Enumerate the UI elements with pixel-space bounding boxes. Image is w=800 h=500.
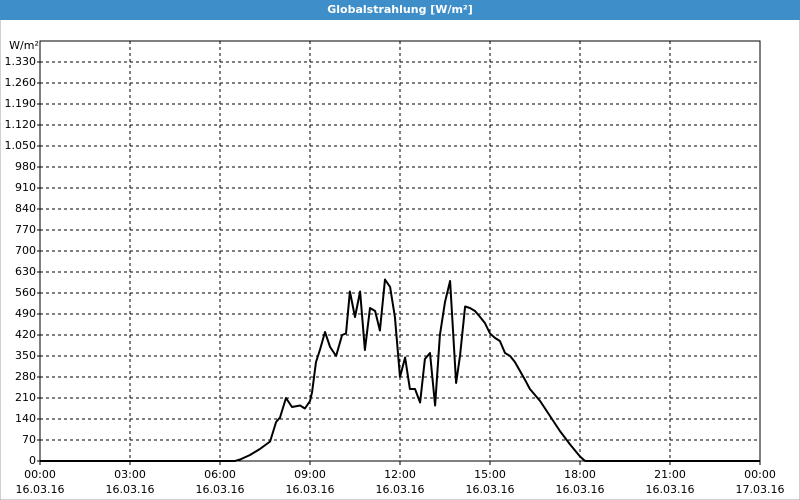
y-tick-label: 1.260 [5, 76, 37, 89]
y-axis-label: W/m² [9, 39, 39, 52]
y-tick-label: 0 [29, 454, 36, 467]
x-tick-date: 16.03.16 [466, 483, 515, 496]
x-tick-label: 12:00 [384, 468, 416, 481]
y-tick-label: 210 [15, 391, 36, 404]
y-tick-label: 350 [15, 349, 36, 362]
y-tick-label: 490 [15, 307, 36, 320]
x-tick-label: 21:00 [654, 468, 686, 481]
y-tick-label: 1.190 [5, 97, 37, 110]
x-tick-date: 16.03.16 [106, 483, 155, 496]
y-tick-label: 420 [15, 328, 36, 341]
chart-title: Globalstrahlung [W/m²] [327, 3, 473, 16]
x-tick-date: 16.03.16 [286, 483, 335, 496]
y-tick-label: 140 [15, 412, 36, 425]
y-tick-label: 630 [15, 265, 36, 278]
title-bar [0, 0, 800, 20]
x-tick-date: 16.03.16 [16, 483, 65, 496]
x-tick-label: 06:00 [204, 468, 236, 481]
x-tick-date: 16.03.16 [556, 483, 605, 496]
y-tick-label: 280 [15, 370, 36, 383]
y-tick-label: 770 [15, 223, 36, 236]
x-tick-label: 15:00 [474, 468, 506, 481]
y-tick-label: 1.050 [5, 139, 37, 152]
x-tick-date: 17.03.16 [736, 483, 785, 496]
x-tick-label: 18:00 [564, 468, 596, 481]
x-tick-label: 09:00 [294, 468, 326, 481]
x-tick-label: 03:00 [114, 468, 146, 481]
y-tick-label: 700 [15, 244, 36, 257]
data-line [40, 278, 760, 462]
y-tick-label: 1.120 [5, 118, 37, 131]
x-tick-date: 16.03.16 [196, 483, 245, 496]
y-tick-label: 840 [15, 202, 36, 215]
x-tick-label: 00:00 [24, 468, 56, 481]
y-tick-label: 910 [15, 181, 36, 194]
y-tick-label: 560 [15, 286, 36, 299]
y-tick-label: 980 [15, 160, 36, 173]
x-tick-label: 00:00 [744, 468, 776, 481]
x-tick-date: 16.03.16 [646, 483, 695, 496]
x-tick-date: 16.03.16 [376, 483, 425, 496]
y-tick-label: 1.330 [5, 55, 37, 68]
y-tick-label: 70 [22, 433, 36, 446]
